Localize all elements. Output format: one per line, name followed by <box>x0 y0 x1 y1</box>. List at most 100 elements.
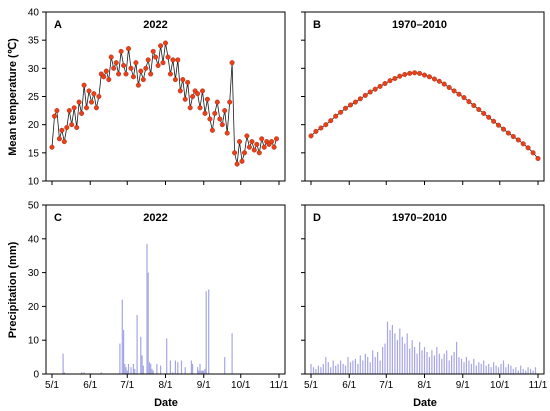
x-tick-label: 6/1 <box>342 380 356 391</box>
bar <box>141 355 143 374</box>
panel-d: 5/1 6/1 7/1 8/1 9/1 10/1 11/1 D 1970–2010 <box>301 204 548 391</box>
bar <box>100 372 102 374</box>
bar <box>317 365 319 374</box>
y-tick-label: 30 <box>28 64 40 75</box>
data-point <box>145 57 151 63</box>
bar <box>83 372 85 374</box>
data-point <box>227 99 233 105</box>
data-point <box>155 63 161 69</box>
bar <box>520 365 522 374</box>
y-tick-label: 20 <box>28 302 40 313</box>
data-point <box>130 74 136 80</box>
bar <box>169 360 171 374</box>
data-point <box>407 70 413 76</box>
data-point <box>165 54 171 60</box>
data-point <box>352 99 358 105</box>
data-point <box>486 114 492 120</box>
bar <box>148 362 151 374</box>
bar <box>364 353 366 374</box>
data-point <box>219 122 225 128</box>
data-point <box>106 77 112 83</box>
bar <box>342 363 344 374</box>
data-point <box>510 133 516 139</box>
x-tick-label: 11/1 <box>529 380 548 391</box>
panel-letter: B <box>313 19 321 31</box>
data-point <box>501 126 507 132</box>
data-point <box>108 54 114 60</box>
data-point <box>59 127 65 133</box>
data-point <box>177 88 183 94</box>
data-point <box>397 73 403 79</box>
data-point <box>52 113 58 119</box>
data-point <box>491 118 497 124</box>
data-point <box>214 99 220 105</box>
data-point <box>224 130 230 136</box>
data-point <box>456 91 462 97</box>
data-point <box>170 57 176 63</box>
data-point <box>83 105 89 111</box>
bar <box>527 367 529 374</box>
bar <box>340 360 342 374</box>
y-tick-label: 0 <box>33 370 39 381</box>
data-point <box>172 77 178 83</box>
bar <box>465 357 467 374</box>
data-point <box>323 122 329 128</box>
x-tick-label: 5/1 <box>45 380 59 391</box>
panel-letter: C <box>54 212 62 224</box>
bar <box>419 341 421 374</box>
panel-b: B 1970–2010 <box>301 11 545 185</box>
bar <box>125 367 127 374</box>
y-tick-label: 30 <box>28 268 40 279</box>
panel-title: 1970–2010 <box>392 19 447 31</box>
bar <box>224 357 226 374</box>
bar <box>132 363 134 374</box>
data-point <box>251 147 257 153</box>
x-axis-label-date-right: Date <box>413 397 437 409</box>
data-point <box>466 99 472 105</box>
bar <box>382 347 384 374</box>
bar <box>409 348 411 374</box>
data-point <box>387 78 393 84</box>
bar <box>493 362 495 374</box>
data-point <box>236 139 242 145</box>
bar <box>197 367 199 374</box>
data-point <box>217 116 223 122</box>
bar <box>389 330 391 374</box>
bar <box>62 353 64 374</box>
bar <box>406 333 408 374</box>
data-point <box>91 91 97 97</box>
bar <box>534 367 537 374</box>
bar <box>448 360 450 374</box>
series-line <box>310 72 539 159</box>
bar <box>126 370 128 374</box>
bar <box>344 365 347 374</box>
x-tick-label: 10/1 <box>490 380 510 391</box>
data-point <box>246 144 252 150</box>
data-point <box>254 141 260 147</box>
bar <box>123 330 125 374</box>
bar <box>446 350 448 374</box>
x-tick-label: 8/1 <box>159 380 173 391</box>
bar <box>359 355 361 374</box>
data-point <box>256 150 262 156</box>
bar <box>174 360 176 374</box>
panel-a: 10 15 20 25 30 35 40 A 2022 <box>28 8 286 188</box>
bar <box>428 357 430 374</box>
bar <box>386 321 389 374</box>
data-point <box>103 68 109 74</box>
data-point <box>113 60 119 66</box>
bar <box>310 363 312 374</box>
bar <box>200 370 202 374</box>
data-point <box>118 48 124 54</box>
data-point <box>140 77 146 83</box>
data-point <box>180 77 186 83</box>
data-point <box>64 124 70 130</box>
bar <box>377 352 379 374</box>
bar <box>478 362 480 374</box>
x-tick-label: 10/1 <box>231 380 251 391</box>
data-point <box>431 76 437 82</box>
bar <box>485 365 487 374</box>
bar <box>352 360 354 374</box>
bar <box>480 363 482 374</box>
bar <box>433 355 435 374</box>
